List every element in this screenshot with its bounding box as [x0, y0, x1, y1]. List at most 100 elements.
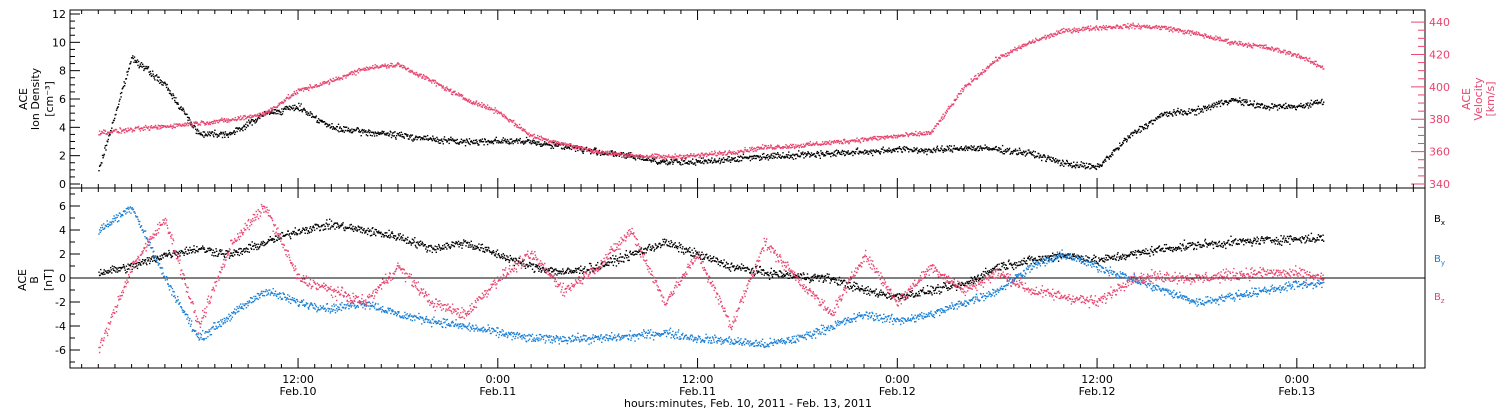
velocity-series-point — [448, 90, 450, 92]
ion-density-series-point — [172, 93, 174, 95]
velocity-series-point — [196, 122, 199, 124]
ion-density-series-point — [1101, 165, 1103, 167]
velocity-series-point — [444, 88, 446, 91]
velocity-series-point — [1073, 27, 1075, 29]
velocity-series-point — [323, 80, 326, 83]
ion-density-series-point — [190, 121, 192, 123]
ion-density-series-point — [792, 158, 795, 160]
ion-density-series-point — [786, 155, 788, 158]
velocity-series-point — [457, 92, 460, 94]
ion-density-series-point — [281, 113, 284, 115]
ion-density-series-point — [1167, 112, 1169, 114]
ion-density-series-point — [202, 131, 204, 133]
bx-series-point — [252, 245, 255, 247]
velocity-series-point — [485, 108, 487, 110]
ion-density-series-point — [470, 140, 472, 142]
ion-density-series-point — [811, 154, 813, 156]
velocity-series-point — [757, 146, 760, 149]
ion-density-series-point — [1098, 166, 1101, 168]
velocity-series-point — [774, 146, 777, 148]
velocity-series-point — [1223, 40, 1226, 42]
ion-density-series-point — [481, 141, 483, 143]
ion-density-series-point — [1168, 112, 1170, 114]
ion-density-series-point — [245, 123, 247, 125]
velocity-series-point — [256, 114, 258, 117]
ion-density-series-point — [389, 133, 391, 135]
velocity-series-point — [484, 106, 486, 109]
bx-series-point — [401, 237, 404, 239]
bx-series-point — [128, 268, 130, 270]
bx-series-point — [195, 250, 197, 252]
ion-density-series-point — [351, 131, 354, 134]
ion-density-series-point — [1146, 127, 1148, 130]
velocity-series-point — [724, 150, 726, 152]
velocity-series-point — [995, 56, 997, 59]
velocity-series-point — [1239, 43, 1241, 45]
velocity-series-point — [251, 115, 253, 117]
velocity-series-point — [890, 135, 893, 137]
ion-density-series-point — [590, 149, 592, 151]
bx-series-point — [105, 270, 107, 272]
ion-density-series-point — [766, 157, 768, 159]
bx-series-point — [481, 247, 483, 249]
velocity-series-point — [700, 154, 702, 156]
bx-series-point — [181, 250, 183, 253]
bx-series-point — [343, 227, 345, 229]
ion-density-series-point — [595, 147, 597, 150]
ion-density-series-point — [550, 147, 552, 150]
velocity-series-point — [1060, 32, 1062, 35]
ion-density-series-point — [816, 150, 819, 153]
velocity-series-point — [155, 126, 157, 128]
ion-density-series-point — [369, 134, 372, 136]
ion-density-series-point — [758, 156, 760, 159]
velocity-series-point — [462, 98, 464, 100]
velocity-series-point — [973, 78, 975, 80]
velocity-series-point — [1282, 50, 1284, 53]
ion-density-series-point — [1212, 106, 1215, 109]
velocity-series-point — [1184, 29, 1186, 32]
ion-density-series-point — [849, 153, 852, 155]
velocity-series-point — [927, 130, 930, 133]
bx-series-point — [151, 256, 153, 258]
bx-series-point — [154, 256, 156, 258]
velocity-series-point — [495, 111, 497, 113]
bx-series-point — [390, 236, 392, 238]
bx-series-point — [454, 243, 457, 245]
ion-density-series-point — [535, 143, 537, 145]
ion-density-series-point — [696, 160, 698, 162]
ion-density-series-point — [181, 108, 183, 111]
ion-density-series-point — [990, 148, 993, 150]
velocity-series-point — [99, 134, 101, 136]
bx-series-point — [214, 251, 216, 253]
ion-density-series-point — [1282, 106, 1284, 109]
bx-series-point — [168, 252, 171, 254]
ion-density-series-point — [416, 138, 418, 141]
velocity-series-point — [782, 147, 784, 149]
ion-density-series-point — [701, 161, 704, 163]
velocity-series-point — [1138, 27, 1140, 30]
velocity-series-point — [873, 137, 876, 140]
velocity-series-point — [1067, 30, 1069, 33]
bx-series-point — [185, 246, 188, 248]
velocity-series-point — [468, 101, 471, 104]
velocity-series-point — [120, 132, 122, 134]
velocity-series-point — [1017, 47, 1020, 49]
ion-density-series-point — [797, 155, 799, 158]
ion-density-series-point — [785, 154, 788, 156]
velocity-series-point — [837, 139, 839, 142]
ion-density-series-point — [116, 107, 118, 110]
velocity-series-point — [227, 118, 229, 120]
velocity-series-point — [508, 121, 510, 123]
ion-density-series-point — [214, 129, 216, 131]
ion-density-series-point — [819, 155, 821, 157]
ion-density-series-point — [680, 159, 683, 161]
velocity-series-point — [615, 152, 618, 154]
ion-density-series-point — [118, 103, 120, 105]
ion-density-series-point — [612, 152, 614, 154]
ion-density-series-point — [411, 134, 414, 136]
bx-series-point — [409, 241, 411, 243]
ion-density-series-point — [687, 163, 689, 165]
ion-density-series-point — [355, 129, 357, 132]
velocity-series-point — [1231, 40, 1233, 43]
ion-density-series-point — [845, 151, 848, 154]
